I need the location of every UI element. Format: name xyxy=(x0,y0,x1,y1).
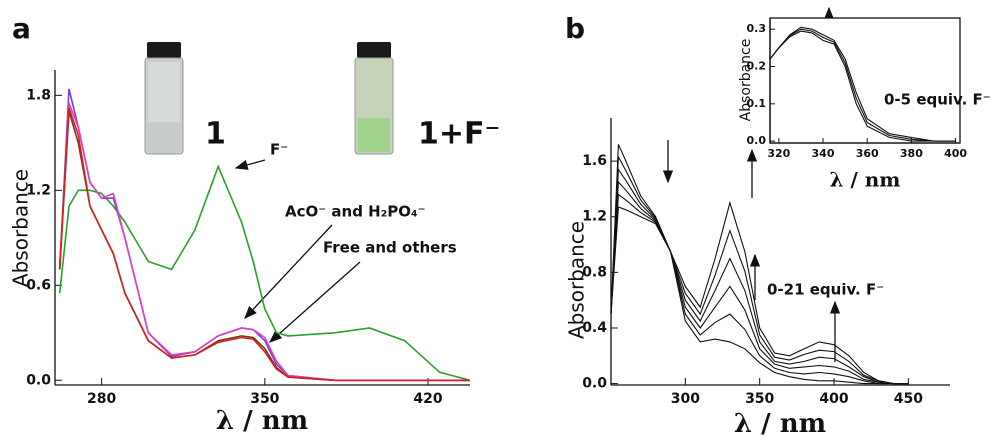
x-tick-label: 400 xyxy=(944,147,967,160)
y-tick-label: 0.3 xyxy=(747,22,767,35)
annotation: 1 xyxy=(205,117,226,152)
y-tick-label: 0.2 xyxy=(747,60,767,73)
y-axis-label: Absorbance xyxy=(565,221,589,339)
series-line xyxy=(610,193,909,385)
vial-2 xyxy=(354,42,394,155)
x-tick-label: 280 xyxy=(87,391,116,407)
annotation: 0-5 equiv. F⁻ xyxy=(884,91,990,109)
x-tick-label: 400 xyxy=(819,391,848,407)
series-line xyxy=(769,30,956,142)
x-tick-label: 300 xyxy=(671,391,700,407)
series-line xyxy=(610,200,909,385)
x-tick-label: 380 xyxy=(900,147,923,160)
x-tick-label: 420 xyxy=(413,391,442,407)
y-tick-label: 0.0 xyxy=(747,134,767,147)
annotation: 0-21 equiv. F⁻ xyxy=(767,281,884,299)
y-tick-label: 0.0 xyxy=(26,372,51,388)
arrow xyxy=(234,159,266,170)
y-tick-label: 1.2 xyxy=(582,209,607,225)
y-tick-label: 0.0 xyxy=(582,376,607,392)
x-axis-label: λ / nm xyxy=(830,168,901,192)
inset-frame xyxy=(769,17,961,144)
series-line xyxy=(769,26,956,142)
x-axis-label: λ / nm xyxy=(216,406,308,436)
annotation: F⁻ xyxy=(270,141,288,159)
series-line xyxy=(610,144,909,385)
vial-1 xyxy=(144,42,184,155)
y-tick-label: 1.8 xyxy=(26,87,51,103)
annotation: 1+F⁻ xyxy=(418,117,500,152)
y-axis-label: Absorbance xyxy=(9,169,33,287)
series-line xyxy=(58,164,471,382)
series-line xyxy=(58,107,470,382)
x-tick-label: 450 xyxy=(894,391,923,407)
arrow xyxy=(244,224,333,319)
series-line xyxy=(610,180,909,385)
series-line xyxy=(769,28,956,142)
series-line xyxy=(610,154,909,385)
x-tick-label: 320 xyxy=(767,147,790,160)
series-line xyxy=(610,167,909,385)
y-tick-label: 0.4 xyxy=(582,320,607,336)
panel-label: a xyxy=(12,12,31,45)
x-tick-label: 360 xyxy=(856,147,879,160)
y-tick-label: 1.2 xyxy=(26,182,51,198)
x-tick-label: 350 xyxy=(745,391,774,407)
y-tick-label: 0.1 xyxy=(747,97,767,110)
x-axis-label: λ / nm xyxy=(734,409,826,438)
arrow xyxy=(269,261,361,343)
y-axis-label: Absorbance xyxy=(738,39,754,122)
y-tick-label: 0.8 xyxy=(582,264,607,280)
annotation: Free and others xyxy=(323,239,457,257)
annotation: AcO⁻ and H₂PO₄⁻ xyxy=(285,203,426,221)
x-tick-label: 340 xyxy=(812,147,835,160)
y-tick-label: 0.6 xyxy=(26,277,51,293)
panel-label: b xyxy=(565,12,585,45)
x-tick-label: 350 xyxy=(250,391,279,407)
y-tick-label: 1.6 xyxy=(582,153,607,169)
